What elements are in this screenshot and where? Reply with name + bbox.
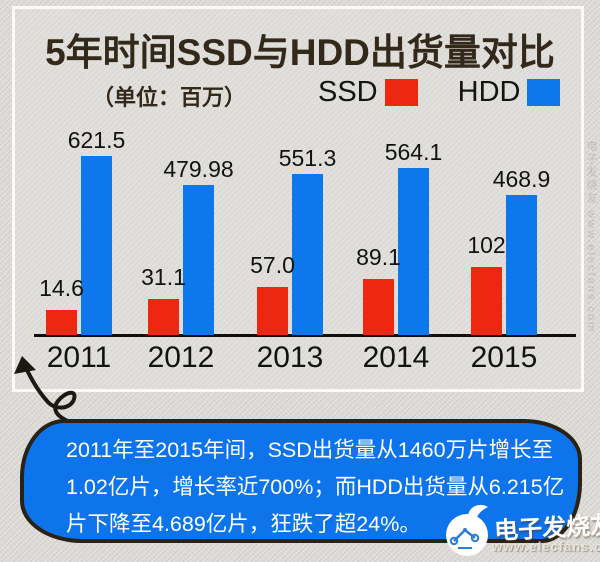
chart-legend: SSD HDD <box>318 76 561 109</box>
elecfans-branding: 电子发烧友 www.elecfans.com <box>444 500 600 560</box>
legend-label-ssd: SSD <box>318 76 378 108</box>
x-axis-line <box>34 334 576 337</box>
hand-drawn-arrow-to-origin <box>14 356 98 430</box>
site-url: www.elecfans.com <box>492 539 600 554</box>
ssd-value-label: 89.1 <box>356 244 401 270</box>
ssd-bar <box>257 287 288 335</box>
hdd-bar <box>183 185 214 335</box>
hdd-bar <box>292 174 323 335</box>
legend-label-hdd: HDD <box>457 76 521 108</box>
ssd-bar <box>471 267 502 335</box>
callout-line-1: 2011年至2015年间，SSD出货量从1460万片增长至 <box>66 438 554 462</box>
hdd-value-label: 468.9 <box>492 166 551 192</box>
ssd-bar <box>148 299 179 335</box>
ssd-value-label: 31.1 <box>141 264 186 290</box>
hdd-bar <box>81 156 112 335</box>
hdd-bar <box>506 195 537 335</box>
ssd-value-label: 14.6 <box>39 275 84 301</box>
ssd-value-label: 57.0 <box>250 252 295 278</box>
hdd-value-label: 551.3 <box>278 145 337 171</box>
x-axis-year-label: 2011 <box>46 341 112 374</box>
ssd-value-label: 102 <box>467 232 506 258</box>
chart-title: 5年时间SSD与HDD出货量对比 <box>45 32 555 73</box>
x-axis-year-label: 2013 <box>256 341 324 374</box>
x-axis-year-label: 2014 <box>362 341 430 374</box>
ssd-bar <box>363 279 394 335</box>
side-watermark: 电子发烧友 www.elecfans.com <box>585 140 597 334</box>
elecfans-logo-icon <box>446 504 488 556</box>
legend-swatch-ssd <box>384 79 418 106</box>
hdd-value-label: 621.5 <box>67 127 126 153</box>
ssd-bar <box>46 310 77 335</box>
hdd-value-label: 564.1 <box>384 139 443 165</box>
chart-unit-note: （单位：百万） <box>92 85 247 110</box>
callout-bubble: 2011年至2015年间，SSD出货量从1460万片增长至 1.02亿片，增长率… <box>20 419 582 543</box>
x-axis-year-label: 2015 <box>470 341 538 374</box>
callout-line-3: 片下降至4.689亿片，狂跌了超24%。 <box>66 512 421 536</box>
x-axis-year-label: 2012 <box>147 341 215 374</box>
legend-swatch-hdd <box>527 79 561 106</box>
hdd-value-label: 479.98 <box>163 156 234 182</box>
callout-line-2: 1.02亿片，增长率近700%；而HDD出货量从6.215亿 <box>66 475 565 499</box>
hdd-bar <box>398 168 429 335</box>
